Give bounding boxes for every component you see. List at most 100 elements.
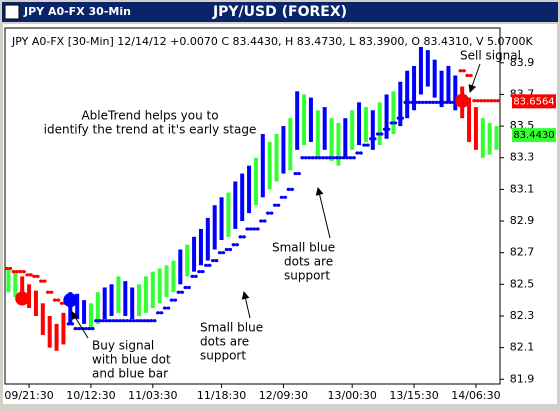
price-bar <box>412 65 417 111</box>
stop-dot <box>145 319 150 323</box>
price-bar <box>116 276 121 313</box>
stop-dot <box>375 132 380 136</box>
price-bar <box>226 192 231 237</box>
annotation: identify the trend at it's early stage <box>44 123 257 137</box>
stop-dot <box>111 319 116 323</box>
stop-dot <box>303 156 308 160</box>
price-bar <box>212 205 217 250</box>
stop-dot <box>183 285 188 290</box>
stop-dot <box>15 270 20 274</box>
stop-dot <box>358 151 363 155</box>
stop-dot <box>259 219 264 223</box>
stop-dot <box>372 137 377 141</box>
price-bar <box>185 244 190 277</box>
y-tick-label: 82.7 <box>510 246 535 259</box>
stop-dot <box>193 274 198 279</box>
stop-dot <box>314 156 319 160</box>
stop-dot <box>142 319 147 323</box>
annotation: support <box>284 269 330 283</box>
stop-dot <box>32 274 37 279</box>
stop-dot <box>310 156 315 160</box>
stop-dot <box>35 274 40 279</box>
stop-dot <box>228 247 233 252</box>
stop-dot <box>241 235 246 239</box>
stop-dot <box>87 327 92 331</box>
stop-dot <box>248 227 253 231</box>
stop-dot <box>39 279 44 283</box>
stop-dot <box>210 258 215 263</box>
price-bar <box>329 118 334 161</box>
stop-dot <box>406 100 411 104</box>
annotation: and blue bar <box>92 367 168 381</box>
stop-dot <box>131 319 136 323</box>
stop-dot <box>121 319 126 323</box>
price-bar <box>336 122 341 166</box>
price-bar <box>446 65 451 103</box>
stop-dot <box>135 319 140 323</box>
price-bar <box>137 284 142 316</box>
stop-dot <box>324 156 329 160</box>
arrow <box>468 63 481 93</box>
arrow <box>71 311 89 339</box>
window-title: JPY A0-FX 30-Min <box>23 5 131 18</box>
stop-dot <box>265 211 270 215</box>
price-bar <box>247 165 252 214</box>
stop-dot <box>424 100 429 104</box>
price-bar <box>322 107 327 150</box>
price-bar <box>13 271 18 297</box>
annotation: Buy signal <box>92 339 154 353</box>
price-bar <box>109 284 114 316</box>
stop-dot <box>351 156 356 160</box>
stop-dot <box>283 195 288 199</box>
price-bar <box>363 107 368 142</box>
stop-dot <box>338 156 343 160</box>
price-bar <box>439 70 444 108</box>
stop-dot <box>430 100 435 104</box>
x-tick-label: 10/12:30 <box>66 389 115 402</box>
price-bar <box>473 107 478 150</box>
price-bar <box>20 276 25 304</box>
price-bar <box>219 197 224 241</box>
stop-dot <box>307 156 312 160</box>
stop-dot <box>11 270 16 274</box>
title-bar[interactable] <box>2 2 558 22</box>
stop-dot <box>475 99 480 103</box>
stop-dot <box>59 301 64 305</box>
price-bar <box>274 134 279 182</box>
stop-dot <box>482 99 487 103</box>
stop-dot <box>231 243 236 247</box>
stop-dot <box>365 143 370 147</box>
stop-dot <box>331 156 336 160</box>
stop-dot <box>286 187 291 191</box>
stop-dot <box>441 100 446 104</box>
x-tick-label: 12/09:30 <box>259 389 308 402</box>
stop-dot <box>245 227 250 231</box>
window-icon[interactable] <box>4 4 20 20</box>
stop-dot <box>56 298 61 302</box>
stop-dot <box>52 298 57 302</box>
stop-dot <box>427 100 432 104</box>
stop-dot <box>49 290 54 294</box>
chart-area <box>3 24 557 404</box>
price-bar <box>33 290 38 316</box>
stop-dot <box>76 327 81 331</box>
stop-dot <box>290 187 295 191</box>
price-bar <box>171 260 176 293</box>
price-marker <box>512 94 556 109</box>
price-bar <box>315 110 320 158</box>
price-bar <box>267 141 272 190</box>
x-tick-label: 13/00:30 <box>327 389 376 402</box>
stop-dot <box>217 251 222 255</box>
price-bar <box>164 265 169 297</box>
price-bar <box>398 81 403 127</box>
stop-dot <box>235 243 240 247</box>
y-tick-label: 82.1 <box>510 341 535 354</box>
stop-dot <box>255 227 260 231</box>
arrow <box>241 291 251 319</box>
stop-dot <box>149 319 154 323</box>
stop-dot <box>341 156 346 160</box>
stop-dot <box>458 69 463 73</box>
stop-dot <box>162 306 167 310</box>
stop-dot <box>238 235 243 239</box>
